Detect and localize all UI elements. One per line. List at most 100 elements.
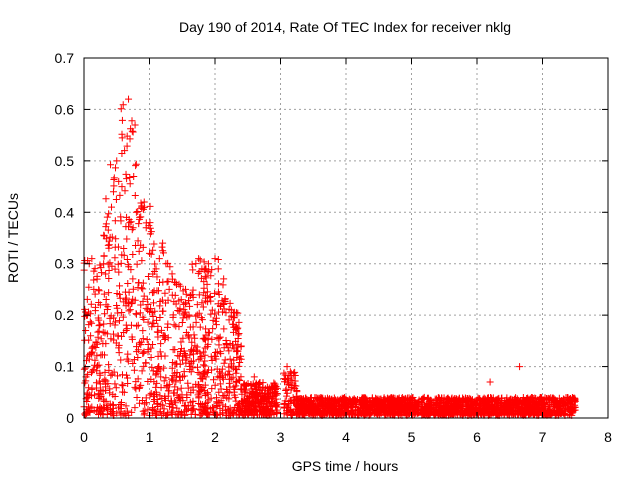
roti-point-background (242, 381, 250, 389)
roti-point-background (197, 353, 205, 361)
roti-point-background (102, 340, 110, 348)
roti-point-background (225, 379, 233, 387)
roti-point-background (131, 191, 139, 199)
roti-point-background (87, 332, 95, 340)
roti-point (146, 249, 153, 257)
roti-point-background (289, 398, 297, 406)
roti-point-background (546, 404, 554, 412)
roti-point-background (208, 335, 216, 343)
roti-point-background (235, 318, 243, 326)
y-tick-label: 0 (66, 410, 74, 426)
roti-point-background (140, 362, 148, 370)
roti-point-background (134, 375, 142, 383)
roti-point-background (289, 381, 297, 389)
roti-point-background (156, 408, 164, 416)
roti-point-background (173, 368, 181, 376)
roti-point-background (162, 374, 170, 382)
roti-point-background (301, 398, 309, 406)
roti-point-background (532, 398, 540, 406)
roti-point-background (121, 288, 129, 296)
roti-point-background (128, 127, 136, 135)
roti-point-background (180, 347, 188, 355)
roti-point-background (265, 392, 273, 400)
roti-point-background (184, 384, 192, 392)
roti-point-background (236, 358, 244, 366)
roti-point-background (101, 368, 109, 376)
roti-point-background (198, 401, 206, 409)
roti-point-background (249, 389, 257, 397)
roti-point-background (178, 318, 186, 326)
roti-point-background (105, 210, 113, 218)
roti-point-background (212, 352, 220, 360)
roti-point-background (161, 289, 169, 297)
roti-point-background (110, 404, 118, 412)
roti-point-background (213, 365, 221, 373)
roti-point-background (195, 399, 203, 407)
roti-point-background (170, 397, 178, 405)
roti-point-background (296, 401, 304, 409)
roti-point-background (558, 408, 566, 416)
roti-point-background (209, 325, 217, 333)
roti-point-background (158, 243, 166, 251)
roti-point (221, 296, 229, 304)
roti-point-background (213, 334, 221, 342)
roti-point-background (363, 402, 371, 410)
roti-point-background (336, 404, 344, 412)
roti-point-background (224, 388, 232, 396)
roti-point-background (142, 304, 150, 312)
roti-point-background (129, 251, 137, 259)
roti-point-background (144, 405, 152, 413)
roti-point-background (106, 259, 114, 267)
roti-point-background (538, 410, 546, 418)
roti-point-background (235, 362, 243, 370)
roti-point-background (217, 350, 225, 358)
roti-point-background (298, 404, 306, 412)
roti-point (162, 260, 170, 268)
roti-point-background (107, 312, 115, 320)
roti-point-background (336, 410, 344, 418)
roti-point (102, 270, 110, 278)
roti-point-background (287, 411, 295, 419)
roti-point-background (140, 292, 148, 300)
roti-point-background (85, 403, 93, 411)
roti-point-background (114, 309, 122, 317)
roti-point-background (203, 404, 211, 412)
roti-point (108, 203, 116, 211)
roti-point-background (199, 361, 207, 369)
roti-point-background (537, 406, 545, 414)
roti-point-background (159, 278, 167, 286)
roti-point-background (329, 410, 337, 418)
roti-point-background (179, 334, 187, 342)
roti-point-background (91, 391, 99, 399)
roti-point-background (123, 325, 131, 333)
roti-point-background (254, 399, 262, 407)
roti-point-background (143, 336, 151, 344)
roti-point (211, 255, 219, 263)
roti-point-background (177, 338, 185, 346)
roti-point-background (125, 263, 133, 271)
roti-point-background (234, 309, 242, 317)
roti-point-background (134, 321, 142, 329)
roti-point-background (109, 330, 117, 338)
roti-point-background (179, 314, 187, 322)
roti-point-background (175, 395, 183, 403)
roti-point-background (236, 377, 244, 385)
roti-point-background (122, 402, 130, 410)
roti-point-background (217, 369, 225, 377)
roti-point-background (165, 402, 173, 410)
roti-point-background (84, 257, 92, 265)
roti-point-background (124, 350, 132, 358)
roti-point-background (160, 405, 168, 413)
roti-point-background (272, 395, 280, 403)
x-tick-label: 5 (408, 429, 416, 445)
plot-frame (83, 57, 609, 419)
roti-point-background (200, 334, 208, 342)
roti-point (375, 409, 383, 417)
roti-point-background (170, 389, 178, 397)
roti-point-background (157, 340, 165, 348)
roti-point-background (198, 374, 206, 382)
roti-point (142, 224, 150, 232)
roti-point-background (235, 401, 243, 409)
roti-point (93, 275, 101, 283)
roti-point-background (118, 309, 126, 317)
